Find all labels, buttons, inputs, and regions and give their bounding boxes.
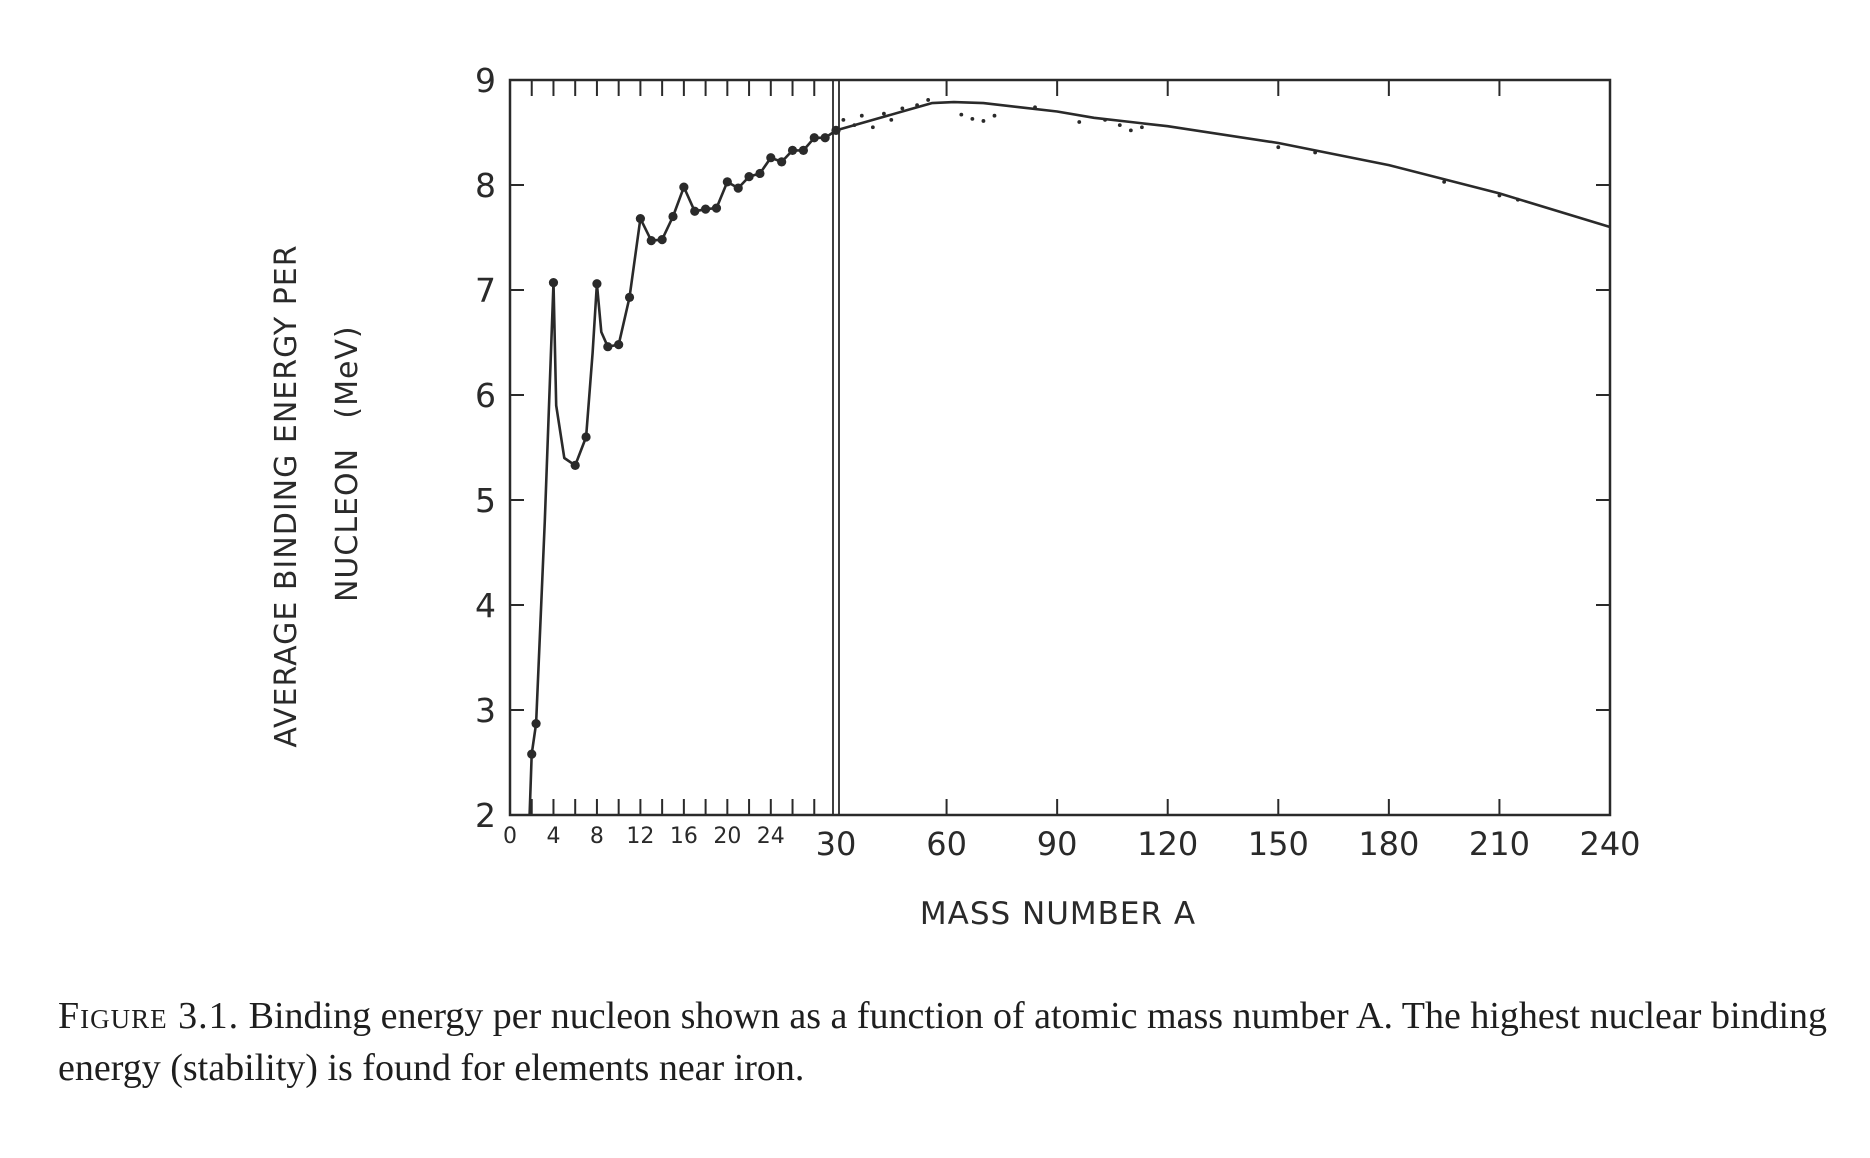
light-nucleus-point <box>722 177 732 187</box>
light-nucleus-point <box>777 157 787 167</box>
heavy-nucleus-point <box>859 113 864 118</box>
light-nucleus-point <box>603 342 613 352</box>
heavy-nucleus-point <box>959 112 964 117</box>
figure-caption-label: Figure 3.1. <box>58 995 240 1037</box>
heavy-nucleus-point <box>970 116 975 121</box>
light-nucleus-point <box>701 204 711 214</box>
x-tick-label: 24 <box>757 824 785 849</box>
light-nucleus-point <box>527 749 537 759</box>
light-nucleus-point <box>657 235 667 245</box>
x-tick-label: 60 <box>926 825 967 863</box>
light-nucleus-point <box>798 145 809 155</box>
y-tick-label: 8 <box>475 166 496 205</box>
y-tick-label: 6 <box>475 376 496 415</box>
y-axis-unit: (MeV) <box>330 325 365 418</box>
x-tick-label: 0 <box>503 824 517 849</box>
y-tick-label: 4 <box>475 586 496 625</box>
light-nucleus-point <box>733 183 743 193</box>
light-nucleus-point <box>787 145 798 155</box>
light-nucleus-point <box>614 340 624 350</box>
y-tick-labels: 2 3 4 5 6 7 8 9 <box>475 61 496 835</box>
x-tick-label: 210 <box>1469 825 1530 863</box>
plot-frame <box>508 78 1612 817</box>
heavy-nucleus-point <box>852 123 857 128</box>
light-nucleus-point <box>635 214 646 224</box>
light-nucleus-point <box>831 125 841 135</box>
x-tick-label: 150 <box>1248 825 1309 863</box>
heavy-nucleus-point <box>1515 197 1520 202</box>
y-tick-label: 9 <box>475 61 496 100</box>
x-tick-label: 20 <box>713 824 741 849</box>
x-tick-label: 240 <box>1579 825 1640 863</box>
light-nuclei-curve <box>528 129 837 816</box>
light-nucleus-point <box>668 211 678 222</box>
y-axis-title: AVERAGE BINDING ENERGY PER NUCLEON (MeV) <box>269 244 365 747</box>
y-axis-title-line2: NUCLEON <box>330 448 365 602</box>
x-tick-label: 90 <box>1037 825 1078 863</box>
heavy-nuclei-curve <box>835 100 1611 229</box>
light-nucleus-point <box>690 206 700 216</box>
heavy-nucleus-point <box>870 125 875 130</box>
axes <box>508 78 1612 817</box>
heavy-nucleus-point <box>841 118 846 122</box>
heavy-nucleus-point <box>1276 145 1281 150</box>
x-tick-labels: 0 4 8 12 16 20 24 30 60 90 120 150 180 210 240 <box>503 824 1641 863</box>
heavy-nucleus-point <box>926 98 931 102</box>
light-nucleus-point <box>548 278 559 288</box>
heavy-nucleus-point <box>1077 120 1082 124</box>
heavy-nucleus-point <box>992 113 997 118</box>
heavy-nucleus-point <box>1117 123 1122 128</box>
y-axis-title-line1: AVERAGE BINDING ENERGY PER <box>269 244 304 747</box>
light-nucleus-point <box>744 172 754 182</box>
x-axis-title: MASS NUMBER A <box>920 896 1196 932</box>
light-nucleus-point <box>646 236 656 246</box>
light-nucleus-point <box>766 153 776 163</box>
figure-caption: Figure 3.1. Binding energy per nucleon s… <box>58 990 1848 1094</box>
light-nucleus-point <box>679 182 689 192</box>
x-tick-label: 16 <box>670 824 698 849</box>
heavy-nucleus-point <box>1103 118 1107 122</box>
x-tick-label: 8 <box>590 824 604 849</box>
y-tick-label: 7 <box>475 271 496 310</box>
light-nucleus-point <box>809 133 819 143</box>
figure-caption-text: Binding energy per nucleon shown as a fu… <box>58 995 1828 1089</box>
heavy-nucleus-point <box>1033 105 1037 110</box>
y-tick-label: 3 <box>475 691 496 730</box>
heavy-nucleus-point <box>1442 179 1447 184</box>
light-nucleus-point <box>624 292 635 302</box>
x-tick-label: 180 <box>1358 825 1419 863</box>
plot-area <box>527 98 1611 816</box>
heavy-nucleus-point <box>1140 125 1144 130</box>
light-nucleus-point <box>581 432 591 442</box>
light-nucleus-point <box>755 168 765 179</box>
x-tick-label: 12 <box>626 824 654 849</box>
heavy-nucleus-point <box>981 119 986 123</box>
light-nucleus-point <box>592 279 602 289</box>
heavy-nucleus-point <box>1313 150 1318 155</box>
heavy-nucleus-point <box>915 103 919 108</box>
y-tick-label: 5 <box>475 481 496 520</box>
y-tick-label: 2 <box>475 796 496 835</box>
heavy-nucleus-point <box>1128 128 1133 133</box>
light-nucleus-point <box>531 719 541 729</box>
x-tick-label: 30 <box>816 825 857 863</box>
heavy-nucleus-point <box>1497 193 1502 198</box>
heavy-nucleus-point <box>882 111 886 116</box>
x-tick-label: 120 <box>1137 825 1198 863</box>
heavy-nucleus-point <box>900 106 905 111</box>
x-tick-label: 4 <box>546 824 560 849</box>
light-nucleus-point <box>711 203 722 213</box>
heavy-nucleus-point <box>889 118 894 122</box>
light-nucleus-point <box>570 460 580 470</box>
light-nucleus-point <box>820 133 830 143</box>
